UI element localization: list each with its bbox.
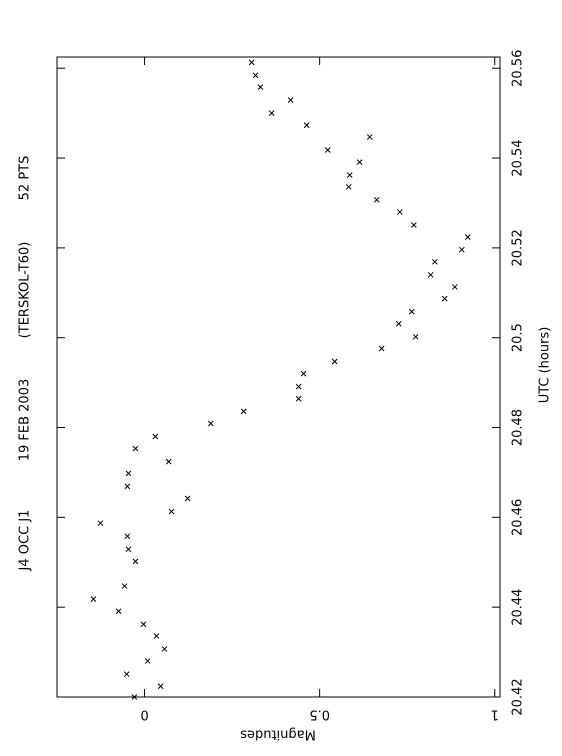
data-point [90,596,97,602]
data-point [248,59,255,66]
data-point [345,183,352,190]
data-point [287,97,294,103]
data-point [157,683,164,690]
data-point [395,320,402,327]
data-point [464,234,471,240]
data-point [324,147,331,153]
data-point [410,222,417,228]
data-point [268,110,275,116]
data-point [300,370,307,377]
data-point [140,621,147,628]
data-point [124,483,131,490]
data-point [451,284,458,290]
title-part: (TERSKOL-T60) [18,242,33,339]
x-tick-label: 20.56 [511,50,526,87]
data-point [346,172,353,178]
data-point [125,470,132,477]
x-tick-label: 20.48 [511,409,526,446]
data-point [121,583,128,589]
data-point [427,271,434,278]
data-point [131,694,138,700]
data-point [165,458,172,465]
data-point [412,333,419,340]
y-tick-label: 0.5 [309,707,330,722]
data-point [153,633,160,639]
x-tick-label: 20.46 [511,499,526,536]
data-point [396,209,403,215]
x-tick-label: 20.5 [511,323,526,352]
data-point [458,246,465,253]
data-point [123,671,130,677]
data-point [303,122,310,129]
y-tick-label: 0 [140,707,148,722]
data-point [373,196,380,203]
plot-frame [56,56,501,698]
data-point [144,658,151,664]
data-point [408,308,415,315]
x-tick-label: 20.44 [511,589,526,626]
data-point [124,533,131,540]
data-point [331,358,338,365]
data-point [295,395,302,402]
data-point [257,84,264,90]
data-point [252,72,259,79]
data-point [125,546,132,553]
data-point [366,134,373,140]
data-point [152,433,159,440]
y-axis-label: Magnitudes [240,727,316,742]
data-point [132,558,139,565]
x-tick-label: 20.54 [511,139,526,176]
data-point [161,646,168,652]
data-point [295,383,302,390]
data-point [356,159,363,165]
data-point [240,408,247,415]
data-point [115,608,122,615]
title-part: 19 FEB 2003 [18,379,33,462]
data-point [184,495,191,502]
x-axis-label: UTC (hours) [538,327,553,404]
data-point [378,345,385,352]
title-part: 52 PTS [18,156,33,201]
data-point [441,295,448,302]
data-point [97,520,104,527]
y-tick-label: 1 [491,707,499,722]
x-tick-label: 20.42 [511,678,526,715]
data-point [168,508,175,515]
title-part: J4 OCC J1 [18,510,33,572]
data-point [132,445,139,452]
x-tick-label: 20.52 [511,229,526,266]
data-point [432,258,438,265]
data-point [207,420,214,427]
